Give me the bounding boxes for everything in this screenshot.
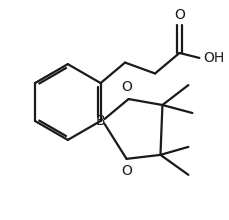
Text: O: O [121, 164, 131, 178]
Text: O: O [173, 8, 184, 22]
Text: OH: OH [202, 51, 224, 65]
Text: O: O [121, 80, 131, 94]
Text: B: B [95, 114, 105, 128]
